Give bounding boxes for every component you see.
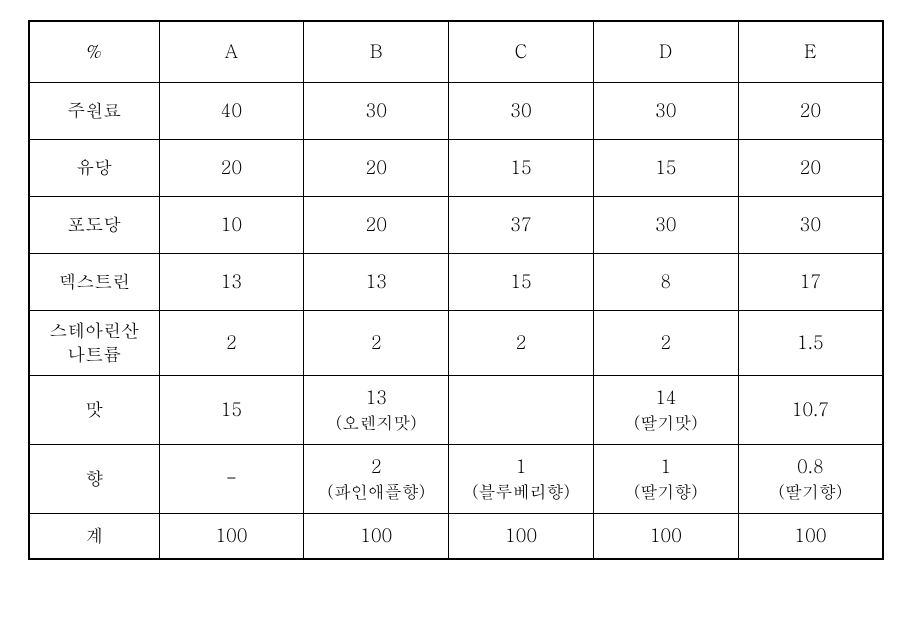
cell-sub: (딸기향) xyxy=(739,480,882,503)
cell: 13 (오렌지맛) xyxy=(304,376,449,445)
row-label: 계 xyxy=(29,514,159,560)
cell: 20 xyxy=(159,140,304,197)
cell: 15 xyxy=(449,254,594,311)
composition-table: % A B C D E 주원료 40 30 30 30 20 유당 20 20 … xyxy=(28,20,884,560)
cell: 15 xyxy=(449,140,594,197)
cell: 30 xyxy=(304,83,449,140)
cell: 15 xyxy=(593,140,738,197)
col-header-b: B xyxy=(304,21,449,83)
cell xyxy=(449,376,594,445)
cell: 2 xyxy=(304,311,449,376)
cell: 100 xyxy=(159,514,304,560)
cell: 2 (파인애플향) xyxy=(304,445,449,514)
cell: 13 xyxy=(304,254,449,311)
cell: 15 xyxy=(159,376,304,445)
cell-value: 2 xyxy=(371,454,382,479)
cell: 0.8 (딸기향) xyxy=(738,445,883,514)
table-header-row: % A B C D E xyxy=(29,21,883,83)
cell-sub: (블루베리향) xyxy=(449,480,593,503)
col-header-c: C xyxy=(449,21,594,83)
cell-value: 1 xyxy=(660,454,671,479)
row-label: 유당 xyxy=(29,140,159,197)
cell: 30 xyxy=(593,197,738,254)
cell: 20 xyxy=(304,197,449,254)
cell: 100 xyxy=(593,514,738,560)
cell: 2 xyxy=(159,311,304,376)
cell-value: 0.8 xyxy=(797,454,824,479)
cell: 20 xyxy=(304,140,449,197)
cell: 20 xyxy=(738,83,883,140)
cell: 30 xyxy=(449,83,594,140)
table-row: 유당 20 20 15 15 20 xyxy=(29,140,883,197)
row-label: 향 xyxy=(29,445,159,514)
table-row: 주원료 40 30 30 30 20 xyxy=(29,83,883,140)
cell: 100 xyxy=(738,514,883,560)
cell-value: 1 xyxy=(516,454,527,479)
cell: 37 xyxy=(449,197,594,254)
cell: 2 xyxy=(449,311,594,376)
col-header-d: D xyxy=(593,21,738,83)
cell: 13 xyxy=(159,254,304,311)
cell: 10.7 xyxy=(738,376,883,445)
row-label: 주원료 xyxy=(29,83,159,140)
table-row: 덱스트린 13 13 15 8 17 xyxy=(29,254,883,311)
cell-sub: (딸기맛) xyxy=(594,411,738,434)
cell: 1.5 xyxy=(738,311,883,376)
cell: 8 xyxy=(593,254,738,311)
row-label: 덱스트린 xyxy=(29,254,159,311)
row-label-line1: 스테아린산 xyxy=(49,318,139,343)
table-row: 계 100 100 100 100 100 xyxy=(29,514,883,560)
cell-sub: (파인애플향) xyxy=(304,480,448,503)
col-header-e: E xyxy=(738,21,883,83)
cell-value: 13 xyxy=(365,385,386,410)
row-label-line2: 나트륨 xyxy=(67,342,121,367)
cell: - xyxy=(159,445,304,514)
table-row: 향 - 2 (파인애플향) 1 (블루베리향) 1 (딸기향) 0.8 (딸기향… xyxy=(29,445,883,514)
col-header-percent: % xyxy=(29,21,159,83)
col-header-a: A xyxy=(159,21,304,83)
cell: 17 xyxy=(738,254,883,311)
cell-sub: (딸기향) xyxy=(594,480,738,503)
table-row: 포도당 10 20 37 30 30 xyxy=(29,197,883,254)
table-row: 스테아린산 나트륨 2 2 2 2 1.5 xyxy=(29,311,883,376)
cell: 2 xyxy=(593,311,738,376)
cell: 100 xyxy=(449,514,594,560)
cell: 30 xyxy=(738,197,883,254)
row-label: 맛 xyxy=(29,376,159,445)
cell: 14 (딸기맛) xyxy=(593,376,738,445)
cell: 40 xyxy=(159,83,304,140)
cell: 10 xyxy=(159,197,304,254)
row-label: 스테아린산 나트륨 xyxy=(29,311,159,376)
cell: 20 xyxy=(738,140,883,197)
cell: 30 xyxy=(593,83,738,140)
row-label: 포도당 xyxy=(29,197,159,254)
cell-value: 14 xyxy=(655,385,676,410)
cell: 1 (블루베리향) xyxy=(449,445,594,514)
cell: 1 (딸기향) xyxy=(593,445,738,514)
cell: 100 xyxy=(304,514,449,560)
table-row: 맛 15 13 (오렌지맛) 14 (딸기맛) 10.7 xyxy=(29,376,883,445)
cell-sub: (오렌지맛) xyxy=(304,411,448,434)
